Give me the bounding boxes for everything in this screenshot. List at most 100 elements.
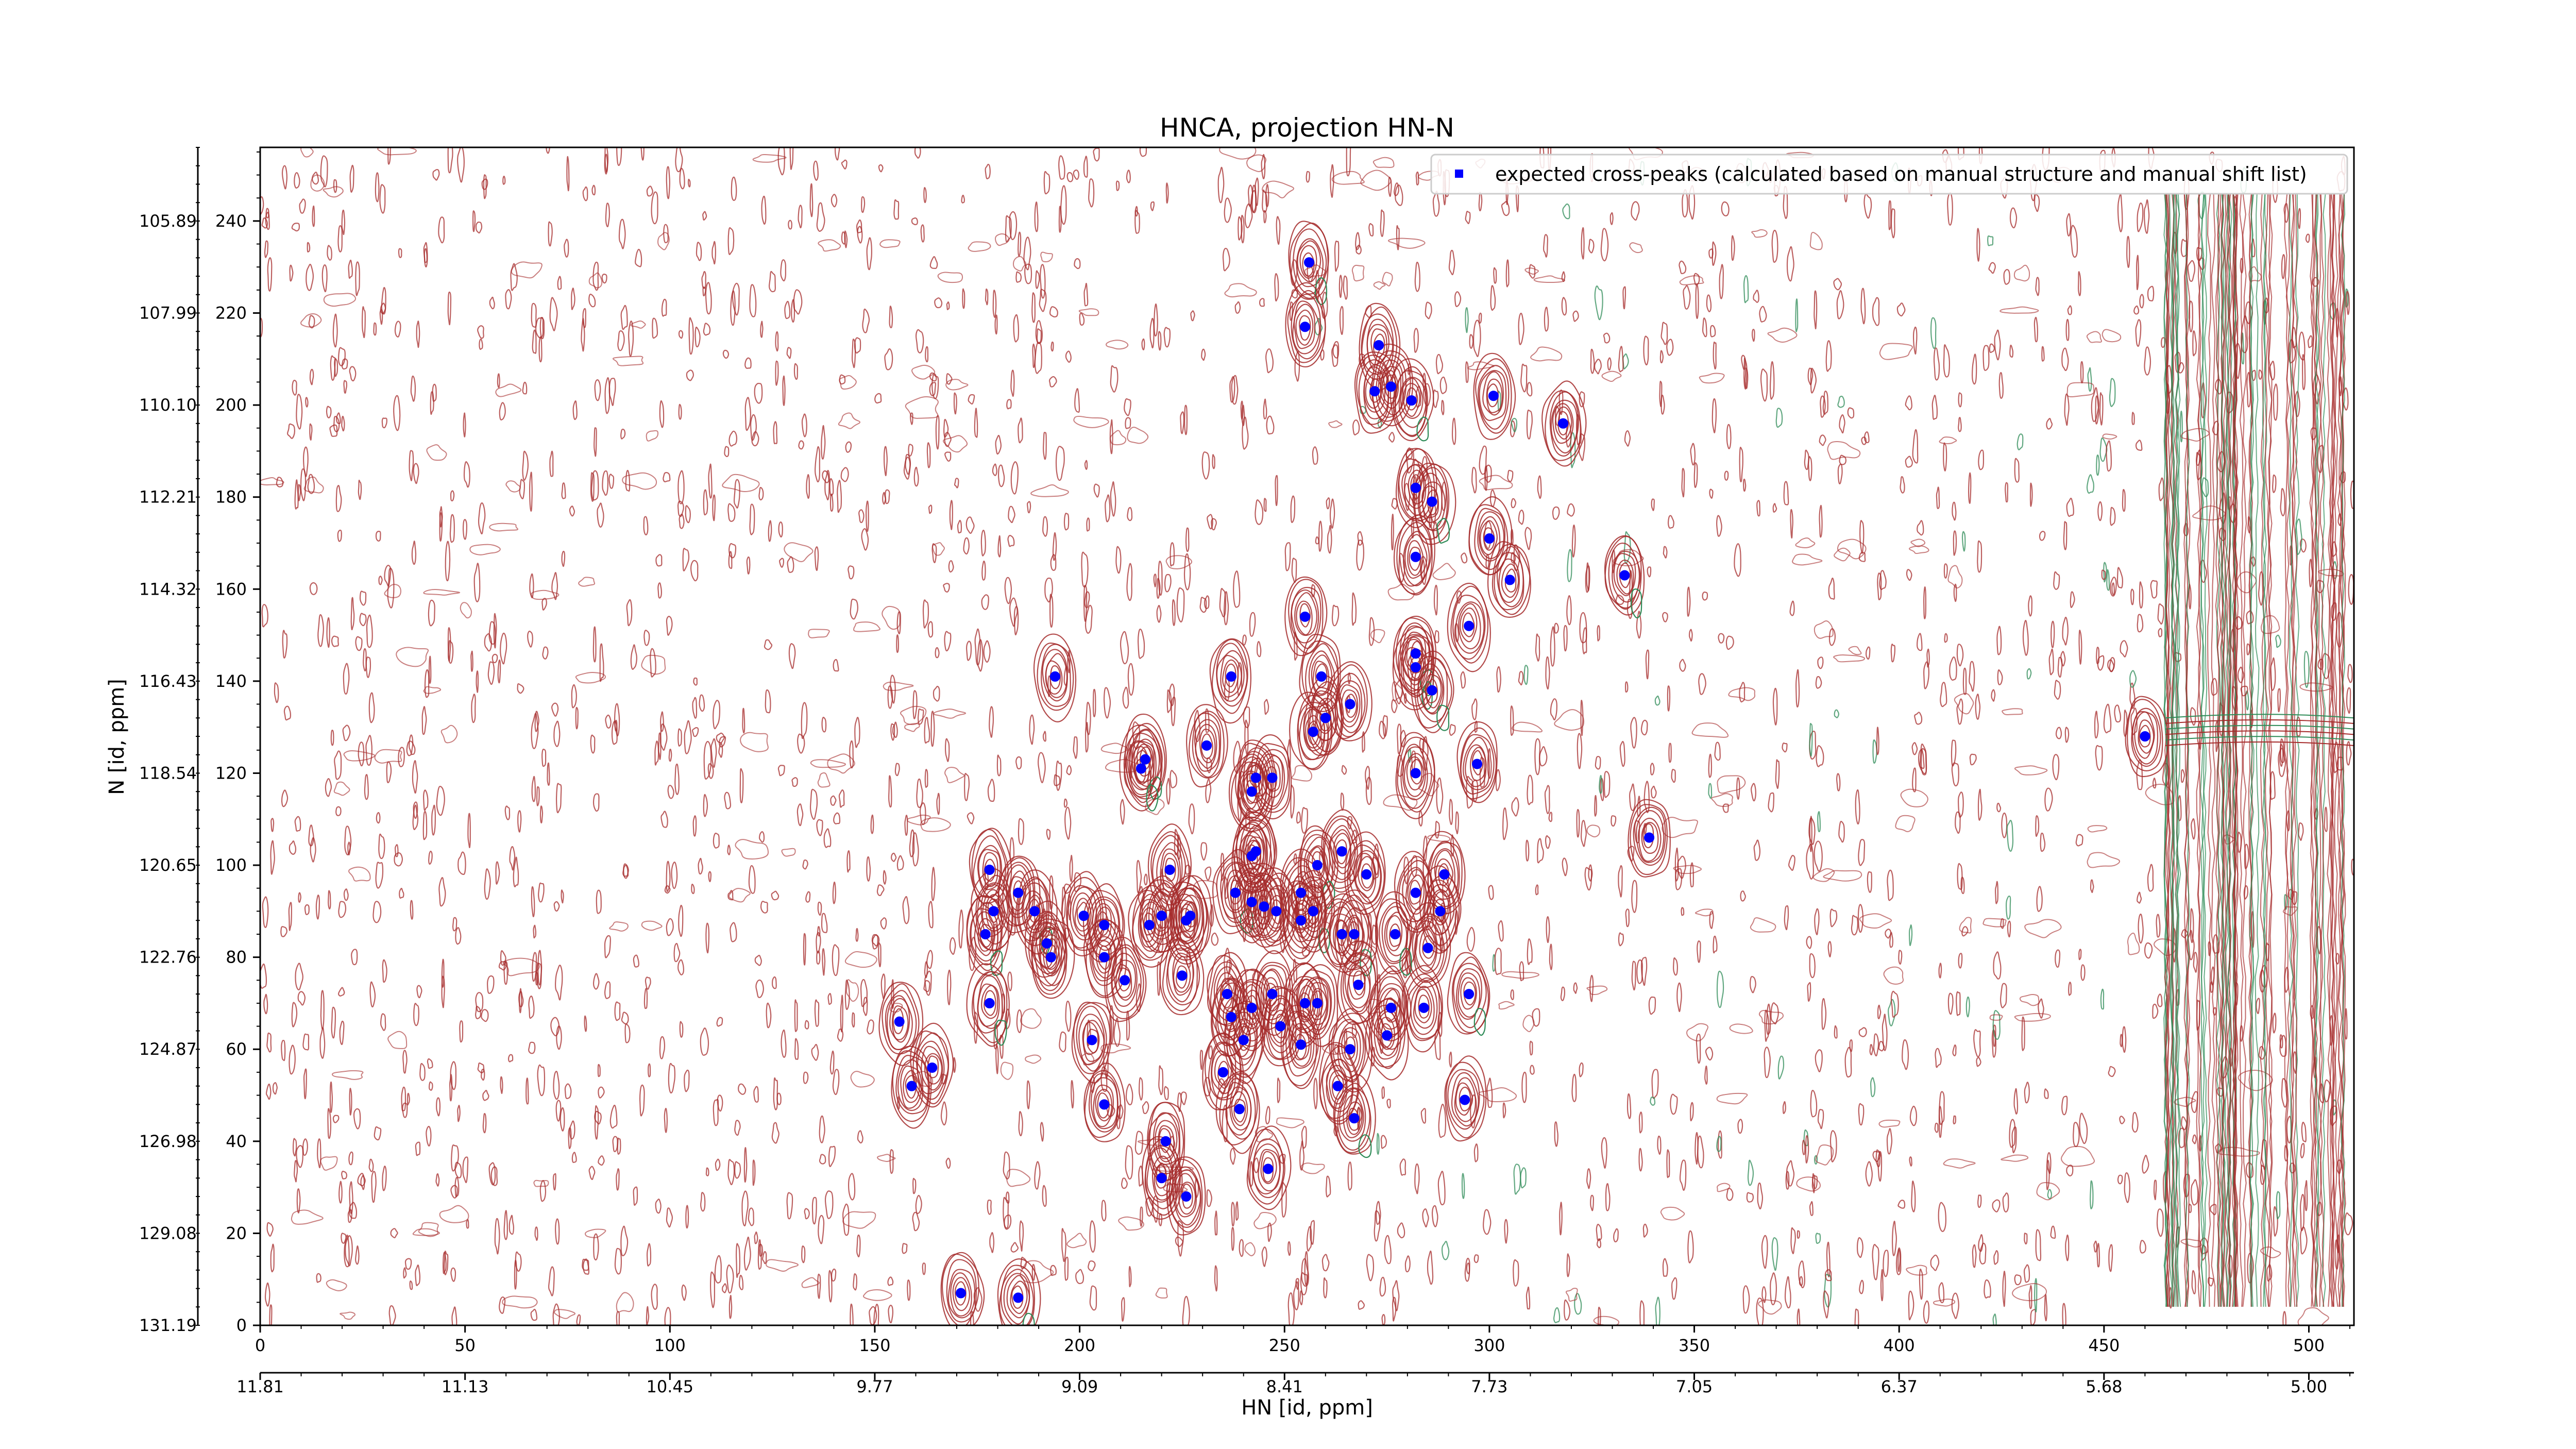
noise-contour: [1525, 839, 1530, 862]
noise-contour: [1939, 436, 1957, 445]
noise-contour: [1713, 935, 1718, 954]
noise-contour: [1138, 1165, 1143, 1187]
peak-contour: [966, 895, 1003, 971]
noise-contour: [944, 451, 952, 462]
noise-contour: [1073, 736, 1078, 759]
noise-contour: [1770, 1002, 1779, 1025]
noise-contour: [740, 732, 769, 752]
x-ppm-label: 7.05: [1676, 1377, 1713, 1396]
noise-contour: [1000, 1062, 1014, 1080]
noise-contour: [1873, 1033, 1879, 1057]
noise-contour: [1943, 442, 1947, 471]
noise-contour: [1306, 1226, 1312, 1252]
noise-contour: [1234, 301, 1241, 314]
noise-contour: [659, 711, 664, 732]
noise-contour: [1837, 538, 1867, 560]
noise-contour: [1797, 1230, 1801, 1239]
noise-contour: [1395, 184, 1403, 206]
noise-contour: [1366, 1254, 1375, 1282]
peak-contour: [1460, 607, 1478, 643]
noise-contour: [321, 264, 328, 293]
noise-contour: [768, 271, 776, 293]
noise-contour: [651, 1284, 658, 1310]
noise-contour: [2126, 235, 2130, 268]
noise-contour: [295, 963, 303, 991]
noise-contour: [1808, 456, 1812, 481]
noise-contour: [2090, 1180, 2094, 1209]
noise-contour: [802, 860, 808, 870]
noise-contour: [2272, 1013, 2277, 1034]
noise-contour: [1396, 225, 1400, 250]
noise-contour: [1293, 853, 1297, 866]
noise-contour: [1115, 546, 1122, 574]
noise-contour: [1121, 1177, 1128, 1189]
noise-contour: [1961, 531, 1966, 552]
noise-contour: [1795, 669, 1800, 707]
y-ppm-label: 131.19: [139, 1316, 197, 1335]
noise-contour: [730, 922, 737, 942]
noise-contour: [1346, 147, 1351, 177]
noise-contour: [944, 631, 952, 652]
noise-contour: [1425, 301, 1432, 319]
noise-contour: [1687, 1230, 1694, 1263]
noise-contour: [529, 471, 533, 512]
noise-contour: [904, 723, 920, 732]
noise-contour: [1681, 907, 1685, 916]
peak-contour: [1329, 913, 1353, 956]
noise-contour: [530, 1308, 538, 1321]
noise-contour: [1897, 1249, 1901, 1272]
noise-contour: [1879, 343, 1913, 360]
noise-contour: [1220, 852, 1225, 881]
noise-contour: [553, 901, 560, 912]
noise-contour: [1578, 433, 1586, 461]
noise-contour: [1603, 332, 1611, 344]
noise-contour: [1736, 777, 1740, 800]
peak-contour: [1215, 982, 1248, 1047]
noise-contour: [1607, 357, 1612, 371]
noise-contour: [262, 896, 269, 928]
solvent-stripe: [2313, 193, 2318, 1307]
noise-contour: [1166, 778, 1171, 805]
solvent-stripe: [2207, 193, 2212, 1307]
noise-contour: [1089, 1220, 1096, 1253]
noise-contour: [536, 963, 542, 989]
cross-peak-marker: [1316, 671, 1327, 682]
noise-contour: [1856, 1237, 1863, 1258]
noise-contour: [584, 1228, 606, 1238]
noise-contour: [1153, 574, 1157, 587]
noise-contour: [1343, 275, 1348, 300]
noise-contour: [450, 490, 455, 502]
noise-contour: [989, 706, 994, 738]
noise-contour: [2021, 1016, 2025, 1051]
noise-contour: [1673, 957, 1678, 976]
x-ppm-label: 8.41: [1266, 1377, 1303, 1396]
y-axis: 0131.1920129.0840126.9860124.8780122.761…: [139, 147, 260, 1335]
noise-contour: [1138, 628, 1145, 659]
peak-contour: [1161, 852, 1179, 889]
noise-contour: [1601, 370, 1622, 382]
noise-contour: [962, 288, 965, 309]
noise-contour: [439, 1205, 469, 1223]
noise-contour: [798, 205, 803, 229]
noise-contour: [327, 1108, 332, 1139]
noise-contour: [1998, 372, 2004, 399]
noise-contour: [1121, 1297, 1125, 1322]
noise-contour: [1968, 472, 1972, 504]
noise-contour: [2044, 1294, 2048, 1322]
noise-contour: [856, 1234, 861, 1258]
peak-contour: [1211, 638, 1248, 714]
peak-contour: [1268, 1003, 1291, 1047]
noise-contour: [1012, 256, 1027, 272]
noise-contour: [1671, 769, 1676, 783]
noise-contour: [2244, 844, 2249, 869]
noise-contour: [1751, 783, 1756, 802]
noise-contour: [716, 1017, 723, 1027]
noise-contour: [1030, 484, 1069, 497]
noise-contour: [2139, 294, 2144, 309]
noise-contour: [928, 504, 933, 514]
noise-contour: [655, 1199, 662, 1214]
noise-contour: [1769, 361, 1775, 400]
cross-peak-marker: [1300, 611, 1311, 622]
noise-contour: [866, 856, 871, 882]
peak-contour: [892, 1050, 930, 1122]
